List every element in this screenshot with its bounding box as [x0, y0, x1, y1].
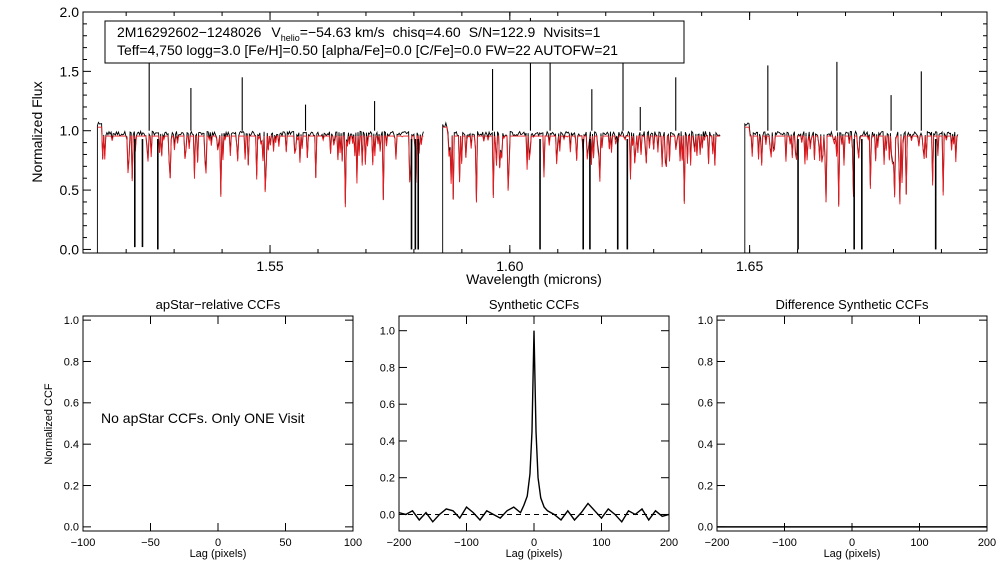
y-tick-label: 0.4 [64, 439, 79, 451]
star-id: 2M16292602−1248026 [117, 24, 262, 40]
x-tick-label: 1.65 [736, 258, 763, 274]
apstar-ccf-x-axis-label: Lag (pixels) [190, 548, 247, 560]
difference-ccf-x-axis-label: Lag (pixels) [824, 548, 881, 560]
y-tick-label: 0.5 [60, 182, 80, 198]
y-tick-label: 0.8 [64, 356, 79, 368]
vhelio-label: V [271, 24, 281, 40]
apstar-ccf-ticks: −100 −50 0 50 100 0.0 0.2 0.4 0.6 0.8 1.0 [64, 315, 362, 549]
x-tick-label: 100 [592, 537, 610, 549]
x-tick-label: 0 [849, 537, 855, 549]
x-tick-label: 0 [531, 537, 537, 549]
x-tick-label: 100 [344, 537, 362, 549]
x-tick-label: 1.55 [256, 258, 283, 274]
x-tick-label: 50 [279, 537, 291, 549]
y-tick-label: 1.0 [698, 315, 713, 327]
y-tick-label: 1.0 [60, 123, 80, 139]
x-tick-label: −100 [71, 537, 96, 549]
x-tick-label: −100 [454, 537, 479, 549]
model-spectrum-chip-1 [97, 126, 424, 208]
synthetic-ccf-panel: −200 −100 0 100 200 0.0 0.2 0.4 0.6 0.8 1.0 Synthe… [380, 297, 678, 560]
synthetic-ccf-x-axis-label: Lag (pixels) [506, 548, 563, 560]
spectrum-ticks: 1.55 1.60 1.65 0.0 0.5 1.0 1.5 2.0 [60, 4, 987, 274]
spectrum-panel: 1.55 1.60 1.65 0.0 0.5 1.0 1.5 2.0 2M16292602−1… [29, 4, 988, 287]
y-tick-label: 0.0 [60, 241, 80, 257]
y-tick-label: 0.4 [380, 436, 395, 448]
x-tick-label: 200 [978, 537, 996, 549]
x-tick-label: −50 [141, 537, 160, 549]
snr-value: S/N=122.9 [469, 24, 536, 40]
y-tick-label: 2.0 [60, 4, 80, 20]
nvisits-value: Nvisits=1 [543, 24, 600, 40]
difference-ccf-panel: −200 −100 0 100 200 0.0 0.2 0.4 0.6 0.8 1.0 Differ… [698, 297, 996, 560]
difference-ccf-title: Difference Synthetic CCFs [776, 297, 929, 312]
y-tick-label: 0.0 [64, 522, 79, 534]
y-tick-label: 0.4 [698, 439, 713, 451]
x-tick-label: −100 [772, 537, 797, 549]
x-tick-label: −200 [387, 537, 412, 549]
vhelio-value: =−54.63 km/s [300, 24, 385, 40]
x-tick-label: 200 [660, 537, 678, 549]
synthetic-ccf-line [398, 330, 670, 523]
info-line-2: Teff=4,750 logg=3.0 [Fe/H]=0.50 [alpha/F… [117, 42, 618, 58]
y-tick-label: 0.0 [380, 509, 395, 521]
y-tick-label: 0.6 [698, 398, 713, 410]
no-ccf-note: No apStar CCFs. Only ONE Visit [101, 410, 305, 426]
synthetic-ccf-plot [398, 330, 670, 523]
y-tick-label: 0.8 [380, 362, 395, 374]
x-tick-label: −200 [705, 537, 730, 549]
chisq-value: chisq=4.60 [393, 24, 461, 40]
difference-ccf-ticks: −200 −100 0 100 200 0.0 0.2 0.4 0.6 0.8 1.0 [698, 315, 996, 549]
observed-spectrum-chip-2 [442, 121, 721, 253]
vhelio-subscript: helio [281, 33, 300, 43]
apstar-ccf-title: apStar−relative CCFs [156, 297, 281, 312]
info-line-1: 2M16292602−1248026 Vhelio=−54.63 km/s chis… [117, 24, 601, 43]
y-tick-label: 0.2 [64, 480, 79, 492]
x-tick-label: 1.60 [496, 258, 523, 274]
spectrum-lines [96, 17, 959, 253]
difference-ccf-frame [716, 315, 988, 532]
spectrum-x-axis-label: Wavelength (microns) [466, 271, 602, 287]
y-tick-label: 0.0 [698, 522, 713, 534]
y-tick-label: 0.6 [64, 398, 79, 410]
y-tick-label: 1.0 [64, 315, 79, 327]
model-spectrum-chip-3 [744, 126, 958, 207]
x-tick-label: 100 [910, 537, 928, 549]
info-box [104, 20, 685, 64]
y-tick-label: 1.5 [60, 63, 80, 79]
y-tick-label: 1.0 [380, 326, 395, 338]
synthetic-ccf-ticks: −200 −100 0 100 200 0.0 0.2 0.4 0.6 0.8 1.0 [380, 316, 678, 549]
y-tick-label: 0.8 [698, 356, 713, 368]
apstar-ccf-panel: −100 −50 0 50 100 0.0 0.2 0.4 0.6 0.8 1.0 apStar−r… [43, 297, 362, 560]
ccf-y-axis-label: Normalized CCF [43, 383, 55, 465]
spectrum-y-axis-label: Normalized Flux [29, 81, 45, 182]
spectrum-frame [82, 11, 988, 254]
y-tick-label: 0.6 [380, 399, 395, 411]
y-tick-label: 0.2 [380, 473, 395, 485]
synthetic-ccf-title: Synthetic CCFs [489, 297, 580, 312]
model-spectrum-chip-2 [442, 126, 721, 204]
y-tick-label: 0.2 [698, 480, 713, 492]
x-tick-label: 0 [215, 537, 221, 549]
